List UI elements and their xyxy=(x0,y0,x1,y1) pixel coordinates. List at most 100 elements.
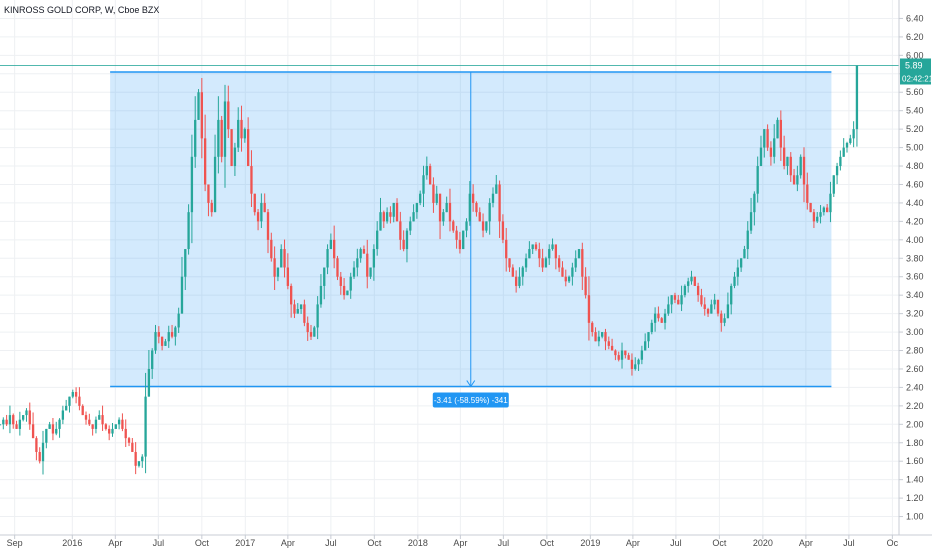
candle-body xyxy=(802,156,806,185)
candle-body xyxy=(8,415,12,425)
y-tick-label: 1.20 xyxy=(906,493,924,503)
candle-body xyxy=(108,428,111,434)
candle-body xyxy=(409,221,412,231)
candle-body xyxy=(710,304,713,314)
candle-body xyxy=(35,438,38,452)
candle-body xyxy=(422,175,425,194)
candle-body xyxy=(376,230,379,250)
candle-body xyxy=(491,193,495,203)
current-price-value: 5.89 xyxy=(905,60,923,70)
candle-body xyxy=(395,202,399,222)
time-axis[interactable]: Sep 2016 Apr Jul Oct 2017 Apr Jul Oct 2018 Apr Jul O… xyxy=(7,535,899,548)
candle-body xyxy=(154,332,157,351)
candle-body xyxy=(94,419,98,429)
candle-body xyxy=(187,212,190,250)
candle-body xyxy=(677,299,680,305)
candle-body xyxy=(260,202,263,222)
candle-body xyxy=(71,392,74,397)
candle-body xyxy=(581,249,584,277)
candle-body xyxy=(207,184,210,203)
candle-body xyxy=(349,276,352,291)
candle-body xyxy=(799,156,802,176)
candle-body xyxy=(210,202,213,213)
chart-title: KINROSS GOLD CORP, W, Cboe BZX xyxy=(4,5,159,15)
candle-body xyxy=(594,332,597,342)
candle-body xyxy=(101,415,104,425)
candle-body xyxy=(333,239,336,259)
candle-body xyxy=(462,230,465,250)
candle-body xyxy=(812,212,816,222)
candle-body xyxy=(432,184,435,203)
x-tick-label: Apr xyxy=(281,538,295,548)
candle-body xyxy=(567,276,571,282)
candle-body xyxy=(445,202,448,213)
candle-body xyxy=(796,175,799,185)
candle-body xyxy=(359,249,362,259)
candle-body xyxy=(88,419,91,425)
candle-body xyxy=(829,193,832,213)
candle-body xyxy=(782,147,786,167)
candle-body xyxy=(759,147,763,167)
candle-body xyxy=(293,304,296,314)
candle-body xyxy=(309,332,313,337)
candle-body xyxy=(200,92,203,139)
candle-body xyxy=(84,415,88,420)
candle-body xyxy=(111,428,114,434)
candle-body xyxy=(647,332,650,342)
candle-body xyxy=(452,221,455,231)
candle-body xyxy=(194,119,197,157)
candle-body xyxy=(419,193,422,203)
measure-label: -3.41 (-58.59%) -341 xyxy=(434,396,508,405)
candle-body xyxy=(657,313,660,319)
candle-body xyxy=(250,166,253,194)
candle-body xyxy=(508,258,511,268)
candle-body xyxy=(352,267,356,277)
y-tick-label: 3.20 xyxy=(906,309,924,319)
candle-body xyxy=(587,295,591,323)
candle-body xyxy=(131,442,134,452)
candle-body xyxy=(170,332,174,337)
candle-body xyxy=(28,410,31,425)
candle-body xyxy=(2,419,5,425)
y-tick-label: 4.00 xyxy=(906,235,924,245)
candle-body xyxy=(184,249,187,277)
candle-body xyxy=(736,267,739,277)
candle-body xyxy=(607,341,610,346)
candle-body xyxy=(167,332,170,342)
candle-body xyxy=(660,318,663,323)
candle-body xyxy=(157,332,160,337)
candle-body xyxy=(766,129,769,148)
measure-tool[interactable]: -3.41 (-58.59%) -341 xyxy=(110,71,832,408)
candle-body xyxy=(634,364,637,369)
candle-body xyxy=(51,424,55,434)
candle-body xyxy=(620,350,624,360)
candle-body xyxy=(571,267,574,277)
candle-body xyxy=(263,202,266,213)
candle-body xyxy=(369,267,372,277)
candle-body xyxy=(58,419,61,429)
candle-body xyxy=(412,212,415,222)
candle-body xyxy=(501,221,505,240)
y-tick-label: 3.00 xyxy=(906,327,924,337)
y-tick-label: 1.60 xyxy=(906,456,924,466)
x-tick-label: Jul xyxy=(843,538,855,548)
x-tick-label: Sep xyxy=(7,538,23,548)
candle-body xyxy=(468,193,471,222)
candle-body xyxy=(237,119,240,148)
candle-body xyxy=(746,230,749,250)
candle-body xyxy=(498,184,501,222)
countdown-value: 02:42:21 xyxy=(902,74,932,83)
y-tick-label: 3.80 xyxy=(906,253,924,263)
y-tick-label: 4.60 xyxy=(906,179,924,189)
candle-body xyxy=(610,345,614,351)
candle-body xyxy=(442,212,445,222)
candle-body xyxy=(220,119,223,157)
candle-body xyxy=(137,461,141,466)
candle-body xyxy=(548,249,551,259)
candle-body xyxy=(842,147,845,157)
candle-body xyxy=(693,276,696,286)
candle-body xyxy=(739,258,743,268)
candle-body xyxy=(637,359,640,365)
candle-body xyxy=(465,221,468,231)
